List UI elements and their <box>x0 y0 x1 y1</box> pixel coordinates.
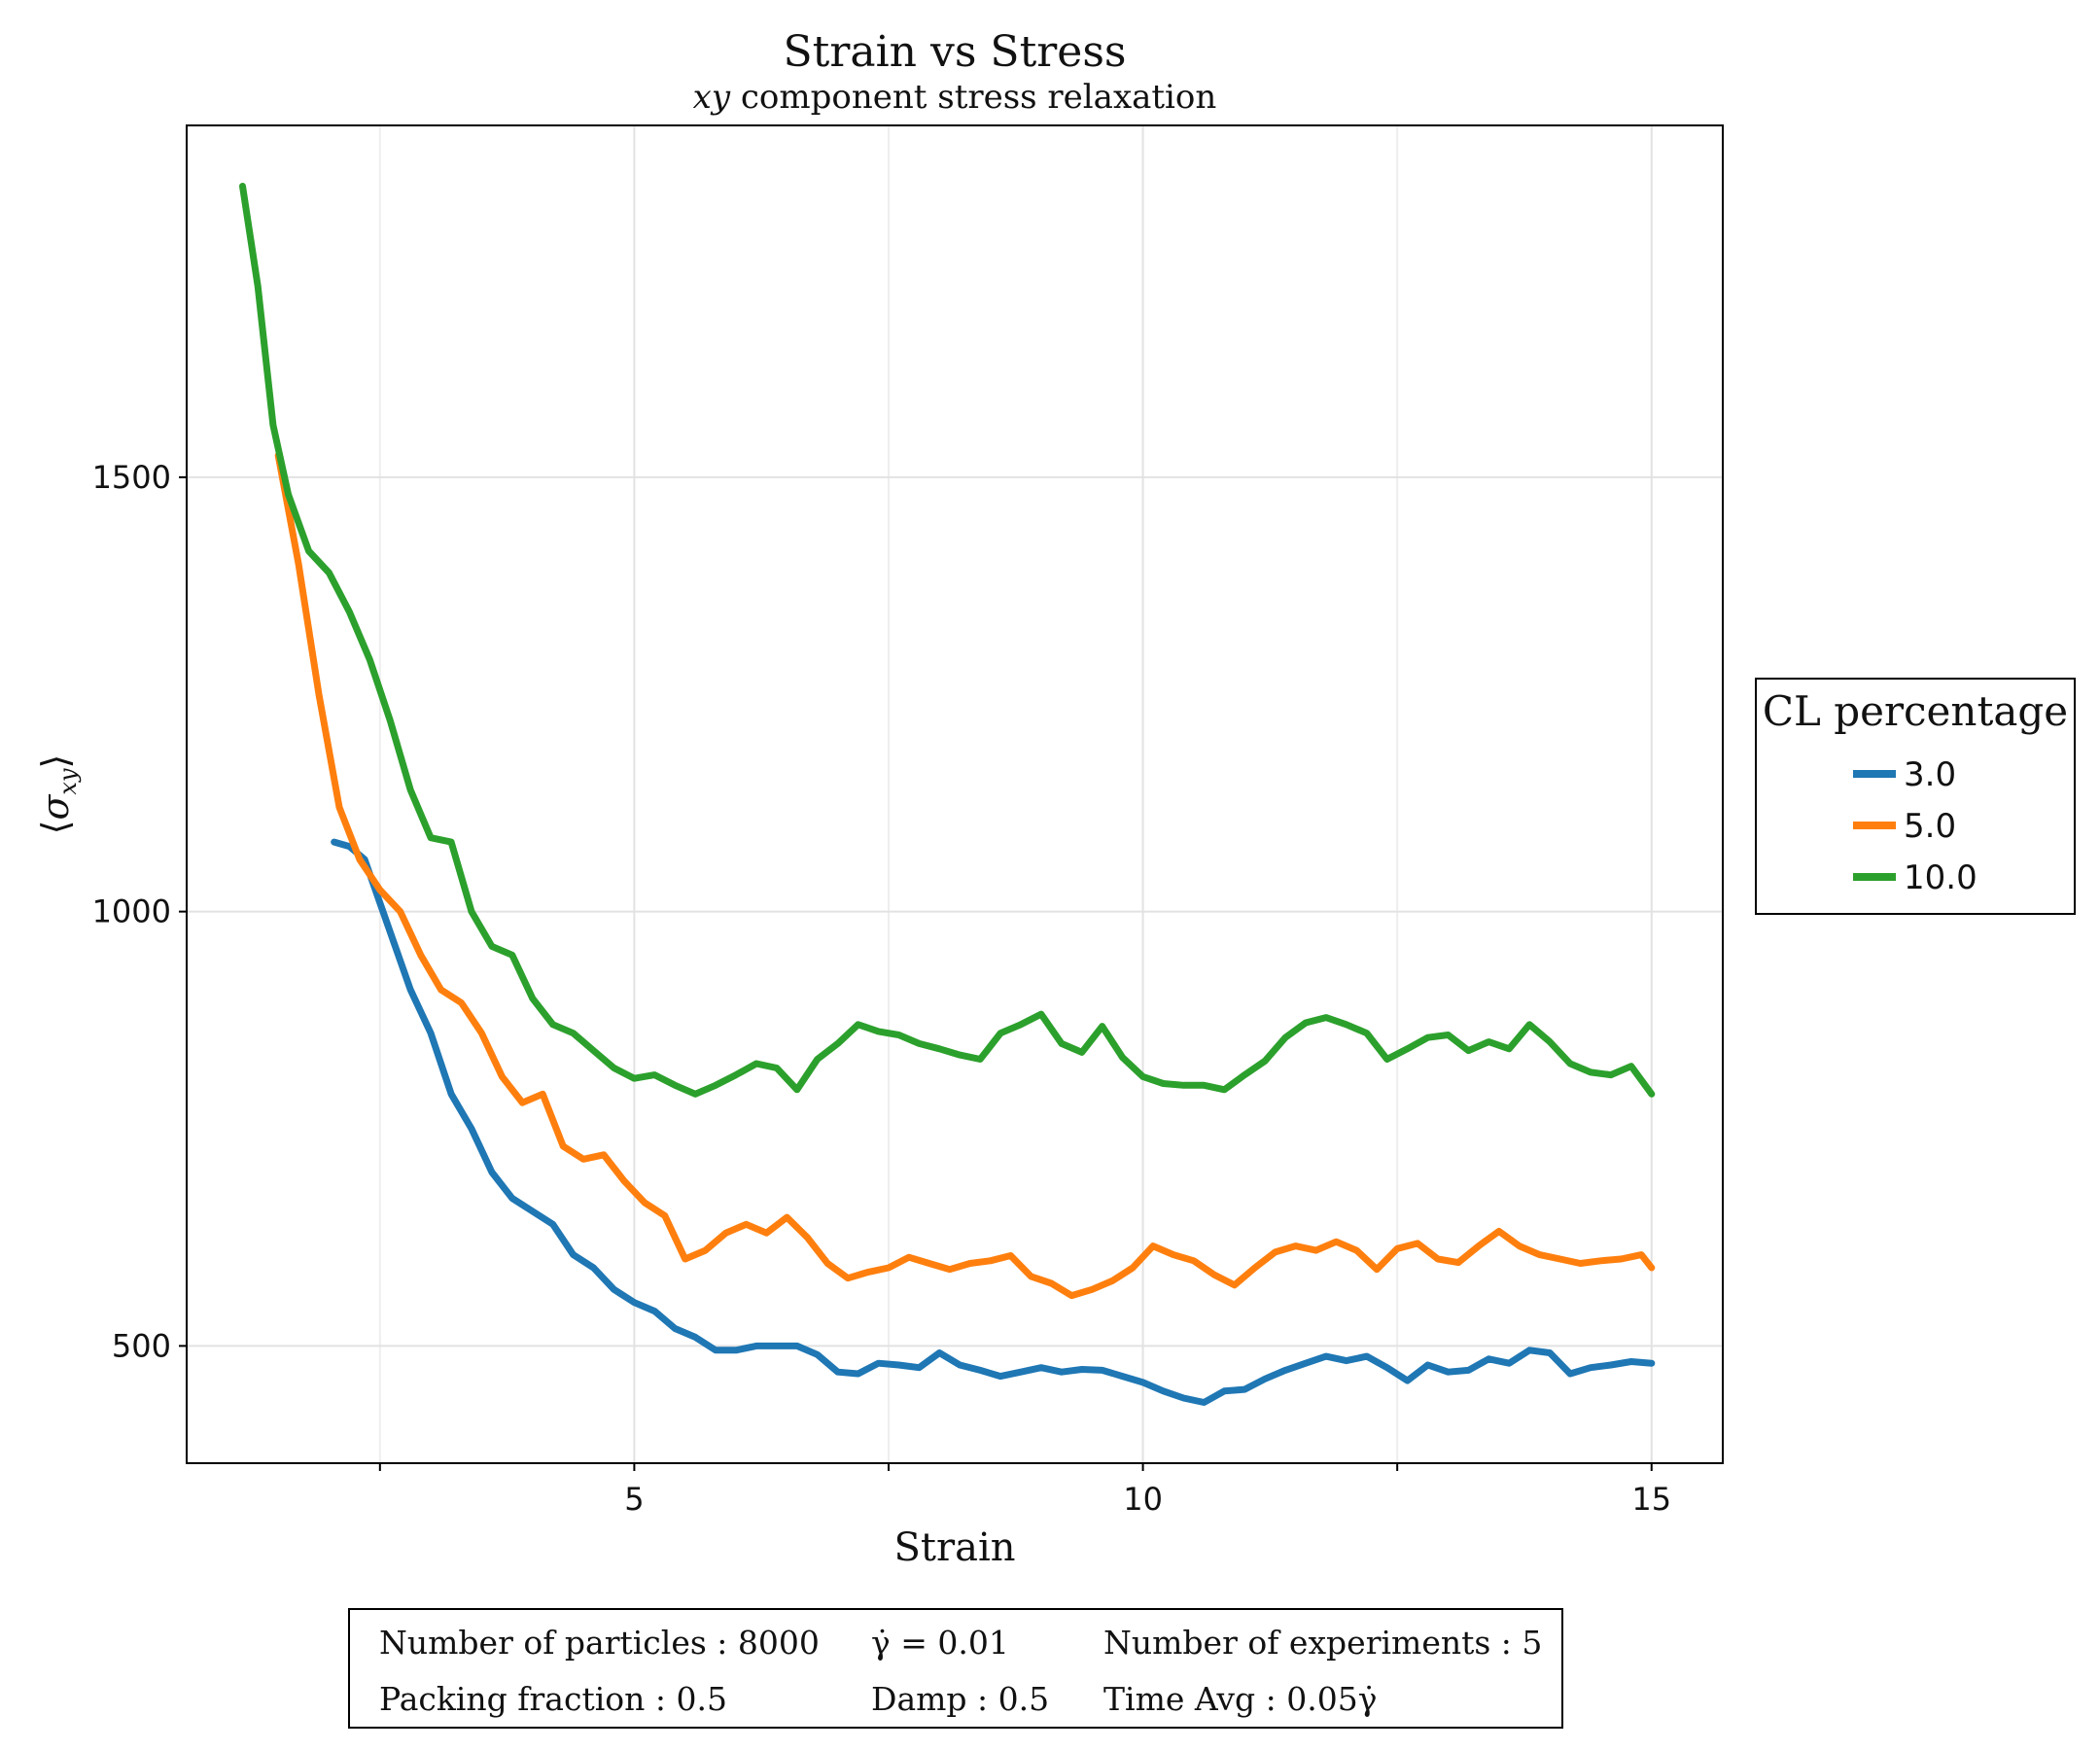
series-line-10-0 <box>239 183 1656 1098</box>
x-tick-label: 15 <box>1631 1481 1671 1518</box>
chart-subtitle: xy component stress relaxation <box>693 78 1217 117</box>
series-line-5-0 <box>274 452 1656 1300</box>
legend-label: 10.0 <box>1904 858 1978 897</box>
grid-lines <box>187 125 1723 1463</box>
legend: CL percentage 3.0 5.0 10.0 <box>1755 678 2076 915</box>
x-tick-label: 5 <box>624 1481 644 1518</box>
info-shear-rate: γ̇ = 0.01 <box>871 1624 1009 1662</box>
plot-frame <box>186 124 1724 1464</box>
legend-label: 5.0 <box>1904 807 1956 846</box>
info-particles: Number of particles : 8000 <box>379 1624 820 1662</box>
chart-title: Strain vs Stress <box>784 27 1127 77</box>
x-tick-label: 10 <box>1123 1481 1163 1518</box>
series-layer <box>239 183 1656 1406</box>
y-tick-label: 500 <box>112 1327 171 1364</box>
legend-items: 3.0 5.0 10.0 <box>1853 755 1978 897</box>
legend-frame <box>1755 678 2076 915</box>
y-axis-label: ⟨σxy⟩ <box>34 754 82 835</box>
info-box: Number of particles : 8000 γ̇ = 0.01 Num… <box>348 1608 1563 1729</box>
y-tick-label: 1000 <box>92 893 171 930</box>
subtitle-text: component stress relaxation <box>730 78 1216 117</box>
legend-label: 3.0 <box>1904 755 1956 794</box>
series-line-3-0 <box>331 838 1656 1406</box>
info-experiments: Number of experiments : 5 <box>1103 1624 1543 1662</box>
subtitle-math: xy <box>693 78 731 117</box>
info-packing-fraction: Packing fraction : 0.5 <box>379 1680 727 1718</box>
info-damp: Damp : 0.5 <box>871 1680 1050 1718</box>
y-tick-label: 1500 <box>92 459 171 496</box>
axis-ticks: 5 10 15 500 1000 1500 <box>92 459 1672 1518</box>
legend-title: CL percentage <box>1763 687 2068 735</box>
x-axis-label: Strain <box>894 1525 1016 1570</box>
info-time-avg: Time Avg : 0.05γ̇ <box>1103 1680 1378 1718</box>
